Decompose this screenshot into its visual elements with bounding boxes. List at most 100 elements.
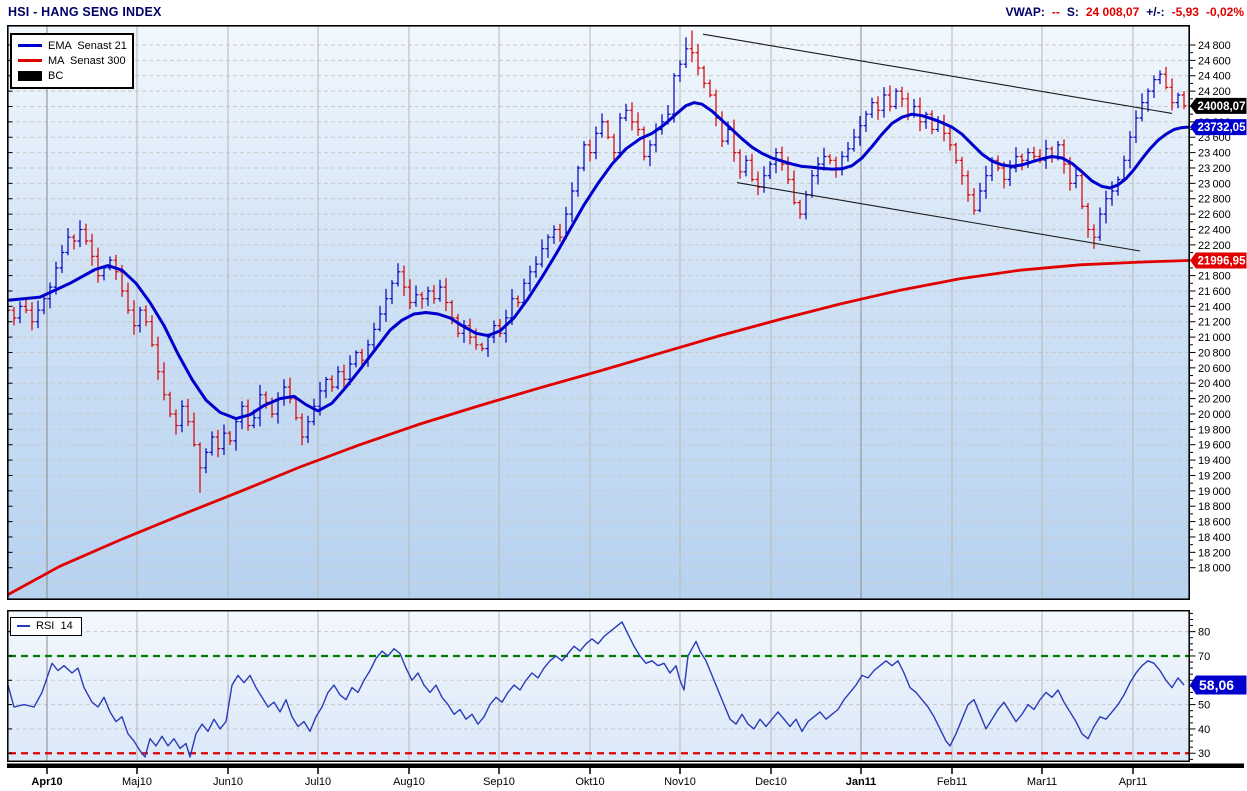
left-axis-ticks bbox=[7, 44, 13, 569]
month-label: Dec10 bbox=[755, 776, 787, 788]
price-tick-label: 20 200 bbox=[1198, 394, 1231, 406]
price-axis[interactable]: 18 000 18 200 18 400 18 600 18 800 19 000 19 2… bbox=[1190, 25, 1247, 600]
time-axis-bar bbox=[7, 763, 1244, 768]
rsi-indicator-chart[interactable] bbox=[7, 610, 1190, 762]
rsi-axis-ticks bbox=[1190, 612, 1196, 760]
trendline-lower bbox=[736, 182, 1141, 252]
price-tick-label: 20 600 bbox=[1198, 363, 1231, 375]
price-tick-label: 22 800 bbox=[1198, 194, 1231, 206]
main-chart-frame bbox=[7, 25, 1190, 600]
price-tick-label: 19 200 bbox=[1198, 470, 1231, 482]
rsi-tick-label: 50 bbox=[1198, 700, 1210, 712]
time-axis[interactable]: Apr10 Maj10 Jun10 Jul10 Aug10 Sep10 Okt10 Nov10… bbox=[0, 762, 1247, 791]
bar-chart-swatch-icon bbox=[18, 70, 42, 81]
price-tick-label: 22 200 bbox=[1198, 240, 1231, 252]
legend-item-label: BC bbox=[48, 69, 64, 82]
ema-21-line bbox=[7, 101, 1190, 421]
legend-item-ma[interactable]: MA Senast 300 bbox=[18, 53, 128, 68]
rsi-axis[interactable]: 30405060708058,06 bbox=[1190, 610, 1247, 762]
rsi-month-gridlines bbox=[46, 611, 1134, 761]
svg-text:24008,07: 24008,07 bbox=[1198, 101, 1246, 113]
rsi-line bbox=[7, 621, 1185, 758]
last-label: S: bbox=[1066, 5, 1079, 19]
change-label: +/-: bbox=[1146, 5, 1165, 19]
legend-item-label: EMA Senast 21 bbox=[48, 39, 127, 52]
price-tick-label: 18 600 bbox=[1198, 517, 1231, 529]
price-tick-label: 22 600 bbox=[1198, 209, 1231, 221]
rsi-line-swatch-icon bbox=[17, 625, 30, 627]
svg-text:23732,05: 23732,05 bbox=[1198, 122, 1247, 134]
last-value: 24 008,07 bbox=[1085, 5, 1140, 19]
price-axis-ticks bbox=[1190, 44, 1196, 569]
rsi-frame bbox=[7, 610, 1190, 762]
instrument-title: HSI - HANG SENG INDEX bbox=[8, 5, 162, 19]
price-tick-label: 24 400 bbox=[1198, 71, 1231, 83]
change-percent: -0,02% bbox=[1205, 5, 1244, 19]
month-label: Nov10 bbox=[664, 776, 696, 788]
vwap-value: -- bbox=[1051, 5, 1060, 19]
price-tick-label: 19 000 bbox=[1198, 486, 1231, 498]
price-tick-label: 22 400 bbox=[1198, 224, 1231, 236]
month-label: Sep10 bbox=[483, 776, 515, 788]
price-tick-label: 18 400 bbox=[1198, 532, 1231, 544]
change-value: -5,93 bbox=[1171, 5, 1199, 19]
month-label: Apr10 bbox=[31, 776, 62, 788]
rsi-value-badge: 58,06 bbox=[1190, 675, 1247, 695]
main-price-chart[interactable] bbox=[7, 25, 1190, 600]
price-tick-label: 23 200 bbox=[1198, 163, 1231, 175]
rsi-left-ticks bbox=[7, 631, 12, 754]
price-tick-label: 24 800 bbox=[1198, 40, 1231, 52]
ema-value-badge: 23732,05 bbox=[1190, 119, 1247, 136]
trendline-upper bbox=[702, 33, 1173, 114]
price-tick-label: 23 600 bbox=[1198, 132, 1231, 144]
rsi-legend[interactable]: RSI 14 bbox=[10, 617, 82, 636]
price-tick-label: 18 800 bbox=[1198, 501, 1231, 513]
price-tick-label: 18 000 bbox=[1198, 563, 1231, 575]
rsi-tick-label: 40 bbox=[1198, 724, 1210, 736]
vwap-label: VWAP: bbox=[1005, 5, 1045, 19]
ma-300-line bbox=[7, 259, 1190, 596]
ema-line-swatch-icon bbox=[18, 44, 42, 47]
ma-line-swatch-icon bbox=[18, 59, 42, 62]
quote-strip: VWAP: -- S: 24 008,07 +/-: -5,93 -0,02% bbox=[1006, 5, 1244, 19]
price-tick-label: 21 200 bbox=[1198, 317, 1231, 329]
time-axis-ticks bbox=[46, 768, 1134, 774]
month-label: Feb11 bbox=[937, 776, 967, 788]
rsi-tick-label: 30 bbox=[1198, 748, 1210, 760]
price-tick-label: 21 000 bbox=[1198, 332, 1231, 344]
rsi-legend-label: RSI 14 bbox=[36, 620, 73, 632]
rsi-background bbox=[8, 611, 1189, 761]
price-tick-label: 21 400 bbox=[1198, 301, 1231, 313]
month-label: Aug10 bbox=[393, 776, 425, 788]
month-label: Maj10 bbox=[122, 776, 152, 788]
ma-value-badge: 21996,95 bbox=[1190, 252, 1247, 269]
month-label: Apr11 bbox=[1119, 776, 1148, 788]
svg-text:58,06: 58,06 bbox=[1199, 677, 1234, 693]
price-tick-label: 18 200 bbox=[1198, 547, 1231, 559]
price-tick-label: 20 000 bbox=[1198, 409, 1231, 421]
price-tick-label: 20 400 bbox=[1198, 378, 1231, 390]
legend-item-bc[interactable]: BC bbox=[18, 68, 128, 83]
price-tick-label: 19 600 bbox=[1198, 440, 1231, 452]
svg-text:21996,95: 21996,95 bbox=[1198, 255, 1247, 267]
price-tick-label: 19 400 bbox=[1198, 455, 1231, 467]
price-tick-label: 24 600 bbox=[1198, 55, 1231, 67]
price-tick-label: 21 800 bbox=[1198, 271, 1231, 283]
rsi-tick-label: 70 bbox=[1198, 651, 1210, 663]
chart-header: HSI - HANG SENG INDEX VWAP: -- S: 24 008… bbox=[8, 2, 1244, 22]
month-label: Jan11 bbox=[846, 776, 877, 788]
price-tick-label: 21 600 bbox=[1198, 286, 1231, 298]
month-label: Okt10 bbox=[575, 776, 604, 788]
main-chart-legend[interactable]: EMA Senast 21 MA Senast 300 BC bbox=[10, 33, 134, 89]
price-tick-label: 23 400 bbox=[1198, 148, 1231, 160]
month-label: Mar11 bbox=[1027, 776, 1057, 788]
price-tick-label: 19 800 bbox=[1198, 424, 1231, 436]
legend-item-label: MA Senast 300 bbox=[48, 54, 126, 67]
legend-item-ema[interactable]: EMA Senast 21 bbox=[18, 38, 128, 53]
month-gridlines bbox=[46, 26, 1134, 599]
last-price-badge: 24008,07 bbox=[1190, 97, 1247, 114]
price-tick-label: 24 200 bbox=[1198, 86, 1231, 98]
price-tick-label: 20 800 bbox=[1198, 347, 1231, 359]
month-label: Jul10 bbox=[305, 776, 331, 788]
